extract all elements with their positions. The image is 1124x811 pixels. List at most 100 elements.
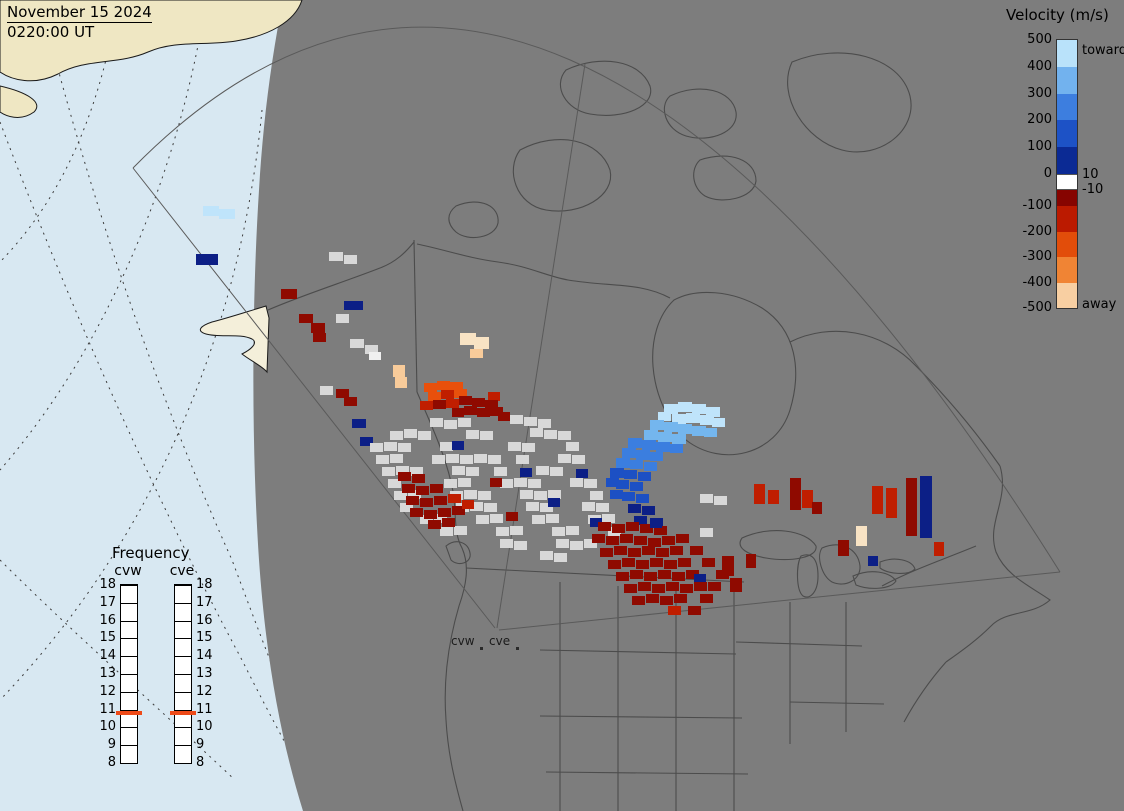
radar-echo-cell [352, 419, 366, 428]
radar-echo-cell [538, 419, 551, 428]
radar-echo-cell [658, 570, 671, 579]
radar-echo-cell [402, 484, 415, 493]
radar-echo-cell [638, 582, 651, 591]
radar-echo-cell [360, 437, 373, 446]
radar-echo-cell [590, 491, 603, 500]
radar-echo-cell [281, 289, 297, 299]
radar-echo-cell [434, 496, 447, 505]
radar-echo-cell [730, 578, 742, 592]
radar-echo-cell [648, 538, 661, 547]
radar-echo-cell [412, 474, 425, 483]
radar-echo-cell [686, 413, 700, 423]
state-border [545, 771, 749, 775]
radar-echo-cell [440, 527, 453, 536]
velocity-tick-label: -400 [1022, 274, 1052, 290]
radar-echo-cell [506, 512, 518, 521]
radar-echo-cell [520, 490, 533, 499]
radar-echo-cell [396, 466, 409, 475]
frequency-tick-label: 16 [99, 612, 116, 628]
frequency-scale-rung [121, 656, 137, 657]
radar-echo-cell [636, 450, 650, 460]
velocity-colorbar-segment [1057, 93, 1077, 121]
fov-ray-left [132, 167, 496, 629]
radar-echo-cell [642, 440, 656, 450]
radar-echo-cell [476, 515, 489, 524]
map-boundaries [267, 52, 1051, 811]
radar-echo-cell [446, 399, 459, 408]
frequency-tick-label: 8 [196, 755, 205, 770]
radar-echo-cell [448, 494, 461, 503]
frequency-scale-rung [121, 621, 137, 622]
frequency-tick-label: 11 [99, 701, 116, 717]
arctic-island [663, 88, 737, 139]
radar-echo-cell [376, 455, 389, 464]
radar-echo-cell [488, 392, 500, 401]
radar-echo-cell [460, 333, 476, 345]
radar-echo-cell [746, 554, 756, 568]
radar-echo-cell [672, 434, 686, 444]
radar-echo-cell [596, 503, 609, 512]
radar-echo-cell [490, 407, 503, 416]
lake-erie [852, 571, 897, 589]
alaska-west-coast [199, 305, 270, 374]
radar-site-label-cve: cve [489, 634, 511, 648]
frequency-scale-rung [175, 656, 191, 657]
radar-echo-cell [219, 209, 235, 219]
radar-echo-cell [694, 582, 707, 591]
frequency-tick-label: 11 [196, 701, 213, 717]
radar-echo-cell [628, 504, 641, 513]
radar-echo-cell [590, 518, 602, 527]
velocity-tick-label: 0 [1043, 166, 1052, 181]
velocity-away-label: away [1082, 297, 1117, 312]
frequency-scale-rung [175, 745, 191, 746]
radar-echo-cell [708, 582, 721, 591]
radar-echo-cell [452, 466, 465, 475]
east-coast [945, 465, 1051, 663]
radar-echo-cell [634, 516, 647, 525]
arctic-island [693, 155, 757, 201]
radar-echo-cell [313, 333, 326, 342]
radar-echo-cell [768, 490, 779, 504]
radar-echo-cell [320, 386, 333, 395]
radar-echo-cell [610, 468, 624, 478]
radar-echo-cell [714, 496, 727, 505]
radar-echo-cell [336, 314, 349, 323]
radar-echo-cell [508, 442, 521, 451]
radar-echo-cell [706, 407, 720, 417]
velocity-colorbar-segment [1057, 120, 1077, 148]
frequency-scale-rung [121, 692, 137, 693]
frequency-scale-rung [175, 674, 191, 675]
radar-echo-cell [416, 486, 429, 495]
radar-echo-cell [550, 467, 563, 476]
velocity-colorbar-segment [1057, 206, 1077, 232]
velocity-colorbar-segment [1057, 147, 1077, 174]
radar-echo-cells [196, 206, 944, 615]
radar-echo-cell [398, 443, 411, 452]
frequency-scale-rung [175, 638, 191, 639]
radar-echo-cell [442, 518, 455, 527]
radar-echo-cell [688, 606, 701, 615]
radar-echo-cell [458, 478, 471, 487]
radar-echo-cell [622, 492, 635, 501]
radar-echo-cell [592, 534, 605, 543]
velocity-toward-label: toward [1082, 43, 1124, 58]
frequency-scale-rung [175, 585, 191, 586]
radar-echo-cell [428, 520, 441, 529]
frequency-tick-label: 15 [196, 630, 213, 646]
velocity-legend: Velocity (m/s) 500 400 300 200 100 0 -100 -200 -… [1000, 4, 1124, 340]
radar-echo-cell [632, 596, 645, 605]
radar-echo-cell [670, 546, 683, 555]
graticule-line [0, 559, 236, 781]
frequency-scale-rung [175, 763, 191, 764]
radar-echo-cell [624, 584, 637, 593]
radar-echo-cell [700, 494, 713, 503]
radar-echo-cell [546, 514, 559, 523]
radar-echo-cell [644, 572, 657, 581]
fov-range-arc [132, 26, 1061, 573]
radar-echo-cell [812, 502, 822, 514]
arctic-coast-east [416, 243, 671, 299]
velocity-colorbar-gap [1057, 174, 1077, 190]
radar-echo-cell [484, 503, 497, 512]
radar-echo-cell [369, 352, 381, 360]
radar-echo-cell [394, 491, 407, 500]
